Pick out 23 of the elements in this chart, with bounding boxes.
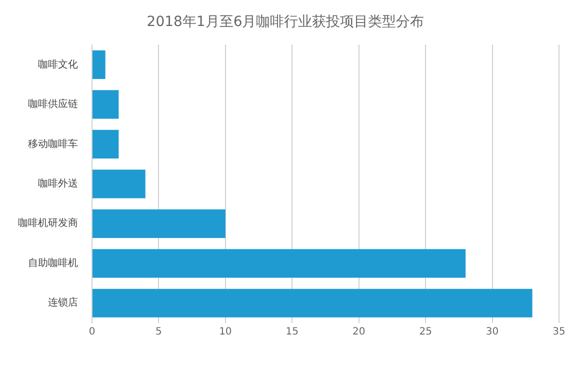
bar <box>92 209 226 238</box>
bar <box>92 130 119 158</box>
x-tick-label: 0 <box>88 326 96 338</box>
bar <box>92 249 466 278</box>
bar <box>92 170 146 198</box>
x-tick-label: 5 <box>156 326 162 338</box>
y-tick-label: 咖啡机研发商 <box>18 217 78 230</box>
y-tick-label: 咖啡供应链 <box>28 98 78 110</box>
bar <box>92 90 119 119</box>
x-tick-label: 10 <box>219 326 232 338</box>
x-tick-label: 30 <box>486 326 499 338</box>
x-tick-label: 20 <box>352 326 366 338</box>
bar <box>92 50 106 79</box>
y-tick-label: 移动咖啡车 <box>28 138 78 150</box>
bar <box>92 288 532 318</box>
y-tick-label: 自助咖啡机 <box>28 256 78 269</box>
x-tick-label: 25 <box>419 326 432 338</box>
y-tick-label: 咖啡外送 <box>38 177 78 190</box>
x-tick-label: 35 <box>552 326 566 338</box>
chart-title: 2018年1月至6月咖啡行业获投项目类型分布 <box>146 14 424 30</box>
y-tick-label: 连锁店 <box>48 296 78 309</box>
x-tick-label: 15 <box>286 326 299 338</box>
y-tick-label: 咖啡文化 <box>38 58 78 70</box>
